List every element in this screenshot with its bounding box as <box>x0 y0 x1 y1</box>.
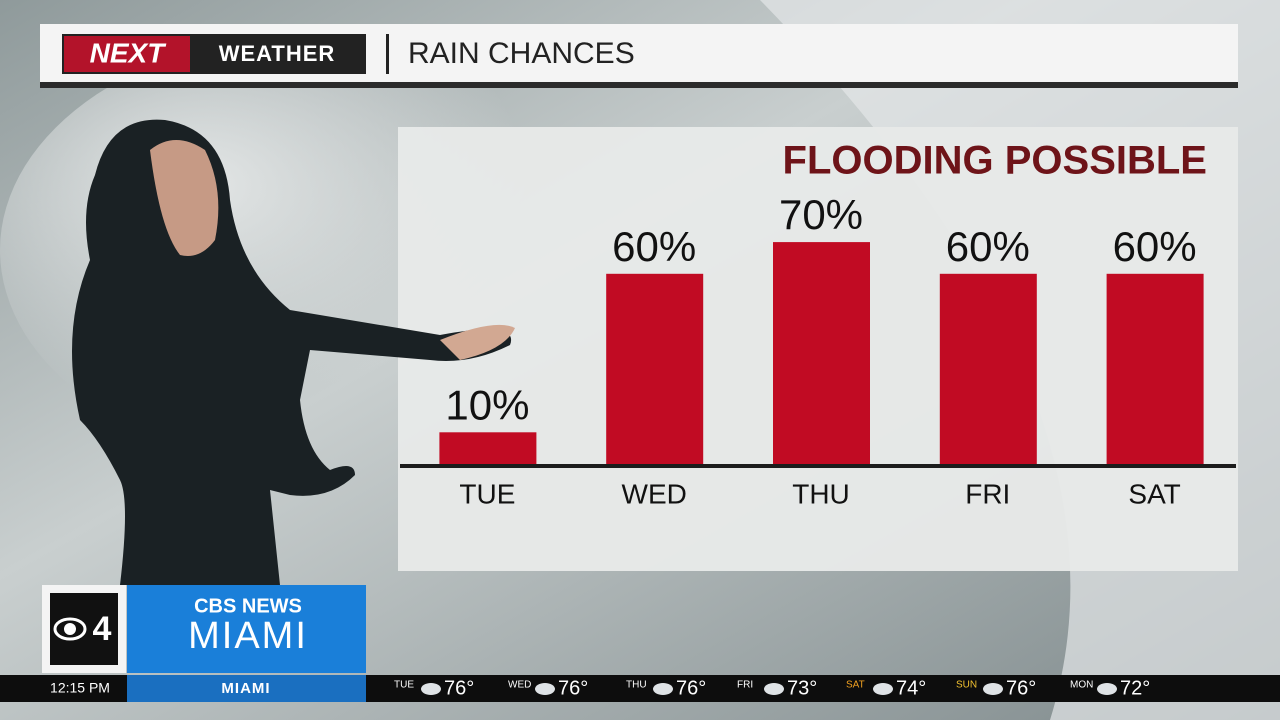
chart: 10% TUE 60% WED 70% THU 60% FRI 60% SAT <box>439 191 1204 509</box>
weather-icon <box>421 683 441 695</box>
ticker-day: WED <box>508 680 531 691</box>
x-tick-label: THU <box>792 478 850 509</box>
x-tick-label: WED <box>622 478 687 509</box>
ticker-temp: 76° <box>676 677 706 699</box>
weather-icon <box>1097 683 1117 695</box>
ticker-day: FRI <box>737 680 753 691</box>
ticker-day: THU <box>626 680 647 691</box>
weather-icon <box>653 683 673 695</box>
cbs-pupil <box>64 623 76 635</box>
station-network: CBS NEWS <box>194 595 302 617</box>
brand-next: NEXT <box>90 37 168 68</box>
ticker-day: SAT <box>846 680 865 691</box>
ticker-temp: 76° <box>558 677 588 699</box>
weather-icon <box>873 683 893 695</box>
ticker-location: MIAMI <box>221 680 270 697</box>
ticker-temp: 73° <box>787 677 817 699</box>
ticker-day: TUE <box>394 680 414 691</box>
header-title: RAIN CHANCES <box>408 37 635 70</box>
x-tick-label: FRI <box>965 478 1010 509</box>
annotation: FLOODING POSSIBLE <box>783 139 1207 183</box>
baseline <box>400 464 1236 468</box>
ticker-location-box <box>127 675 366 702</box>
ticker-days: TUE 76° WED 76° THU 76° FRI 73° SAT 74° SUN 76° MON 7… <box>394 677 1150 699</box>
cbs-eye <box>53 617 87 641</box>
value-label: 60% <box>946 223 1030 270</box>
value-label: 70% <box>779 191 863 238</box>
ticker-day: MON <box>1070 680 1093 691</box>
ticker-temp: 76° <box>444 677 474 699</box>
ticker-temp: 76° <box>1006 677 1036 699</box>
ticker-day: SUN <box>956 680 977 691</box>
ticker-temp: 74° <box>896 677 926 699</box>
channel-number: 4 <box>93 610 112 648</box>
bar <box>439 432 537 464</box>
bar <box>939 273 1037 464</box>
brand-weather: WEATHER <box>219 41 336 66</box>
station-city: MIAMI <box>188 615 308 657</box>
brand-red <box>64 36 190 72</box>
presenter <box>72 119 515 585</box>
ticker-temp: 72° <box>1120 677 1150 699</box>
bar <box>773 242 870 464</box>
value-label: 60% <box>612 223 696 270</box>
station-box <box>127 585 366 673</box>
divider <box>386 34 389 74</box>
x-tick-label: SAT <box>1128 478 1180 509</box>
value-label: 60% <box>1113 223 1197 270</box>
weather-icon <box>535 683 555 695</box>
bar <box>606 273 704 464</box>
header-underline <box>40 82 1238 88</box>
value-label: 10% <box>445 381 529 428</box>
bar <box>1106 273 1204 464</box>
weather-icon <box>764 683 784 695</box>
ticker-time: 12:15 PM <box>50 680 110 696</box>
x-tick-label: TUE <box>459 478 515 509</box>
weather-icon <box>983 683 1003 695</box>
